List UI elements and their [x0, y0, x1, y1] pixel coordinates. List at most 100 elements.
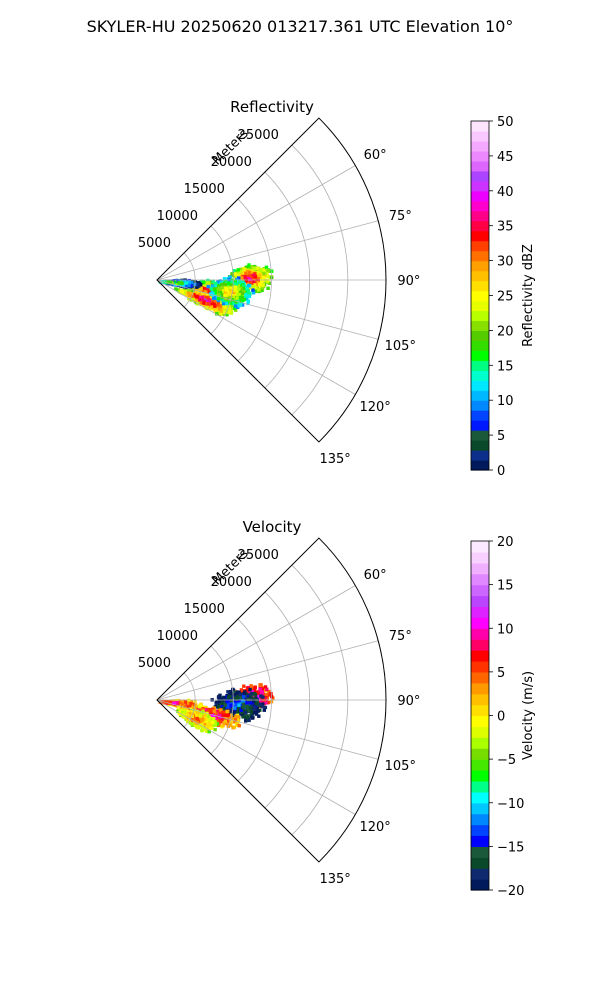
- echo-gate: [204, 290, 208, 294]
- range-tick-label: 15000: [184, 602, 225, 617]
- echo-gate: [242, 270, 246, 275]
- echo-gate: [242, 691, 247, 696]
- echo-gate: [205, 729, 209, 733]
- echo-gate: [237, 724, 241, 728]
- echo-gate: [255, 280, 259, 284]
- echo-gate: [177, 281, 181, 285]
- echo-gate: [226, 705, 230, 709]
- echo-gate: [214, 711, 218, 715]
- echo-gate: [229, 285, 233, 289]
- echo-gate: [188, 714, 192, 718]
- echo-gate: [262, 271, 266, 276]
- echo-gate: [235, 290, 240, 294]
- colorbar-band: [471, 180, 489, 192]
- colorbar-tick-label: 10: [497, 394, 514, 409]
- colorbar-band: [471, 400, 489, 411]
- echo-gate: [245, 707, 250, 712]
- echo-gate: [230, 709, 234, 713]
- echo-gate: [170, 701, 174, 706]
- angle-tick-label: 75°: [389, 209, 412, 224]
- echo-gate: [190, 292, 194, 297]
- echo-gate: [224, 304, 228, 309]
- colorbar-band: [471, 170, 489, 182]
- echo-gate: [213, 723, 217, 727]
- echo-gate: [233, 285, 238, 289]
- echo-gate: [229, 311, 234, 315]
- echo-gate: [216, 293, 221, 297]
- colorbar-label: Reflectivity dBZ: [521, 244, 536, 347]
- echo-gate: [187, 291, 191, 296]
- echo-gate: [225, 715, 230, 720]
- echo-gate: [234, 269, 238, 274]
- echo-gate: [243, 710, 248, 715]
- echo-gate: [206, 714, 210, 718]
- echo-gate: [236, 715, 241, 719]
- echo-gate: [224, 301, 229, 306]
- echo-gate: [219, 708, 223, 712]
- echo-gate: [253, 707, 257, 711]
- echo-gate: [226, 285, 230, 289]
- echo-gate: [248, 687, 252, 692]
- echo-gate: [198, 287, 202, 291]
- echo-gate: [226, 304, 230, 308]
- range-tick-label: 15000: [184, 182, 225, 197]
- colorbar-band: [471, 150, 489, 162]
- echo-gate: [258, 283, 262, 287]
- echo-gate: [257, 266, 261, 270]
- echo-gate: [186, 719, 190, 723]
- echo-gate: [248, 706, 253, 710]
- echo-layer: [158, 683, 275, 734]
- echo-gate: [241, 715, 245, 719]
- echo-gate: [212, 287, 216, 291]
- echo-gate: [208, 298, 212, 302]
- azimuth-spoke: [156, 279, 356, 395]
- echo-gate: [198, 703, 203, 707]
- echo-gate: [211, 718, 215, 723]
- range-tick-label: 10000: [157, 629, 198, 644]
- echo-gate: [232, 711, 236, 715]
- colorbar-band: [471, 140, 489, 152]
- angle-tick-label: 105°: [385, 339, 416, 354]
- echo-gate: [232, 274, 236, 278]
- echo-gate: [218, 693, 222, 697]
- echo-gate: [188, 721, 192, 725]
- echo-gate: [259, 694, 263, 698]
- echo-gate: [236, 292, 240, 297]
- echo-gate: [263, 705, 268, 710]
- echo-gate: [212, 714, 216, 719]
- echo-gate: [241, 710, 245, 714]
- echo-gate: [237, 703, 241, 707]
- colorbar-band: [471, 240, 489, 252]
- echo-gate: [232, 706, 237, 710]
- azimuth-spoke: [156, 640, 379, 701]
- echo-gate: [240, 272, 244, 277]
- colorbar-tick-label: 0: [497, 464, 505, 479]
- echo-gate: [256, 709, 260, 713]
- echo-gate: [251, 702, 256, 706]
- echo-gate: [238, 299, 242, 303]
- echo-gate: [266, 700, 271, 705]
- echo-gate: [182, 715, 186, 719]
- echo-gate: [187, 293, 192, 297]
- echo-gate: [223, 283, 227, 287]
- range-tick-label: 10000: [157, 209, 198, 224]
- echo-gate: [174, 287, 178, 291]
- echo-gate: [259, 699, 263, 704]
- echo-gate: [215, 705, 220, 709]
- echo-gate: [257, 281, 262, 285]
- colorbar-tick-label: 35: [497, 220, 514, 235]
- echo-gate: [227, 281, 231, 286]
- echo-gate: [225, 699, 230, 704]
- echo-gate: [232, 296, 236, 300]
- echo-gate: [227, 701, 231, 705]
- echo-gate: [212, 296, 216, 301]
- echo-gate: [232, 306, 237, 311]
- echo-gate: [236, 694, 240, 699]
- echo-gate: [257, 288, 261, 292]
- echo-gate: [201, 717, 205, 722]
- range-tick-label: 5000: [138, 656, 171, 671]
- echo-gate: [243, 279, 248, 284]
- echo-gate: [240, 303, 245, 307]
- echo-gate: [227, 310, 232, 315]
- echo-gate: [207, 289, 211, 294]
